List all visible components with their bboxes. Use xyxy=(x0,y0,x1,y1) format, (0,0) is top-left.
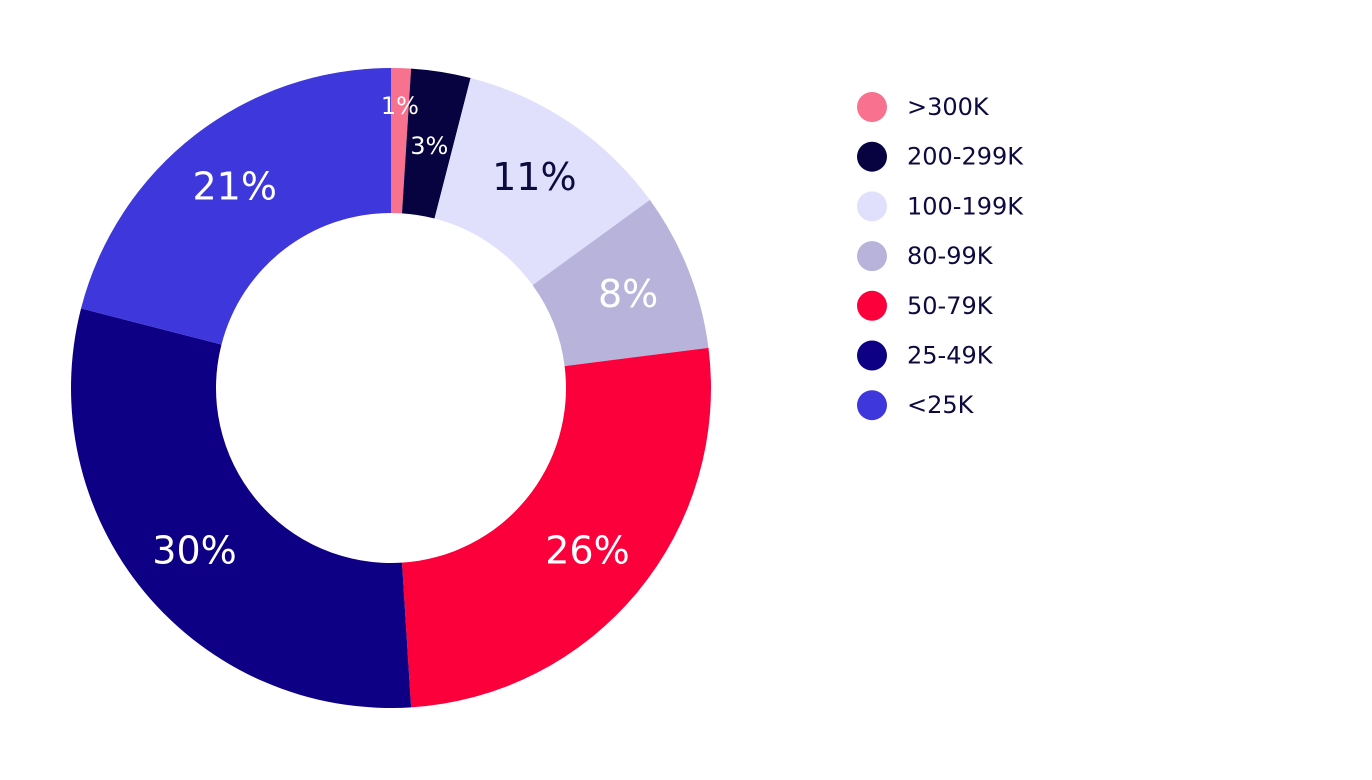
slice-label-200-299k: 3% xyxy=(410,132,448,160)
legend-item-25-49k: 25-49K xyxy=(857,340,994,371)
legend-swatch xyxy=(857,92,887,122)
legend-swatch xyxy=(857,390,887,421)
slice-labels: 1% 3% 11% 8% 26% 30% 21% xyxy=(152,92,658,572)
legend-item-over-300k: >300K xyxy=(857,92,990,122)
slice-label-80-99k: 8% xyxy=(598,272,658,316)
legend-label: <25K xyxy=(907,391,975,419)
legend-label: 50-79K xyxy=(907,292,994,320)
slice-label-over-300k: 1% xyxy=(381,92,419,120)
slice-label-100-199k: 11% xyxy=(492,155,576,199)
slice-80-99k xyxy=(532,199,709,367)
legend: >300K 200-299K 100-199K 80-99K 50-79K 25-49K <… xyxy=(857,92,1024,421)
legend-label: 80-99K xyxy=(907,242,994,270)
slice-50-79k xyxy=(401,347,711,708)
slice-label-25-49k: 30% xyxy=(152,529,236,573)
slice-200-299k xyxy=(401,68,471,219)
legend-item-80-99k: 80-99K xyxy=(857,241,994,272)
legend-item-200-299k: 200-299K xyxy=(857,141,1024,172)
legend-item-under-25k: <25K xyxy=(857,390,975,421)
legend-label: >300K xyxy=(907,93,990,121)
legend-label: 200-299K xyxy=(907,143,1024,171)
legend-label: 25-49K xyxy=(907,342,994,370)
legend-item-50-79k: 50-79K xyxy=(857,290,994,321)
slice-100-199k xyxy=(434,78,650,286)
slice-under-25k xyxy=(81,68,391,345)
legend-label: 100-199K xyxy=(907,192,1024,220)
donut-slices xyxy=(71,68,711,708)
legend-swatch xyxy=(857,290,887,321)
legend-swatch xyxy=(857,241,887,272)
slice-label-under-25k: 21% xyxy=(192,165,276,209)
slice-25-49k xyxy=(71,308,412,708)
slice-label-50-79k: 26% xyxy=(545,529,629,573)
legend-item-100-199k: 100-199K xyxy=(857,191,1024,222)
legend-swatch xyxy=(857,340,887,371)
legend-swatch xyxy=(857,141,887,172)
slice-over-300k xyxy=(391,68,412,214)
legend-swatch xyxy=(857,191,887,222)
